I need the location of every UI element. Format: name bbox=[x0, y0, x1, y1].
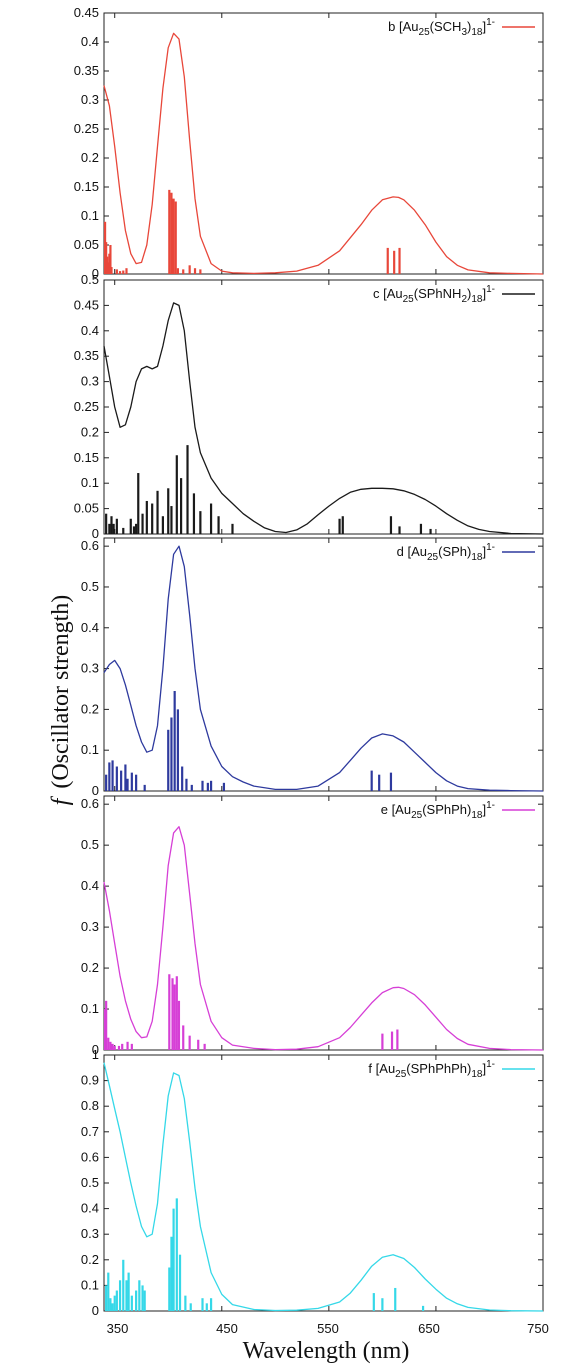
chart-panels: 0 0.05 0.1 0.15 0.2 0.25 0.3 0.35 0.4 0.45 b [Au25… bbox=[74, 5, 544, 1318]
y-tick-label: 0.35 bbox=[74, 348, 99, 363]
legend-c: c [Au25(SPhNH2)18]1- bbox=[373, 284, 535, 305]
y-tick-label: 0.5 bbox=[81, 579, 99, 594]
y-tick-label: 0.3 bbox=[81, 92, 99, 107]
y-tick-label: 0.15 bbox=[74, 179, 99, 194]
stick-series bbox=[105, 1198, 425, 1311]
y-tick-label: 0.5 bbox=[81, 837, 99, 852]
y-tick-label: 0.2 bbox=[81, 701, 99, 716]
stick-series bbox=[103, 974, 399, 1050]
y-axis-title: f (Oscillator strength) bbox=[48, 595, 74, 806]
panel-frame bbox=[103, 795, 544, 1051]
legend-d: d [Au25(SPh)18]1- bbox=[397, 542, 535, 563]
legend-label: f [Au25(SPhPhPh)18]1- bbox=[368, 1059, 495, 1080]
y-tick-label: 0.05 bbox=[74, 501, 99, 516]
y-tick-label: 0.1 bbox=[81, 1001, 99, 1016]
y-tick-label: 0.4 bbox=[81, 323, 99, 338]
spectrum-curve bbox=[103, 545, 544, 792]
x-tick-label: 550 bbox=[317, 1321, 339, 1336]
y-tick-label: 0.25 bbox=[74, 121, 99, 136]
y-tick-label: 0 bbox=[92, 783, 99, 798]
y-tick-label: 0 bbox=[92, 1042, 99, 1057]
y-tick-label: 0.2 bbox=[81, 1252, 99, 1267]
legend-e: e [Au25(SPhPh)18]1- bbox=[381, 800, 535, 821]
panel-d: 0 0.1 0.2 0.3 0.4 0.5 0.6 d [Au25(SPh)18]1- bbox=[81, 537, 544, 798]
y-tick-label: 0.9 bbox=[81, 1073, 99, 1088]
y-tick-label: 0.35 bbox=[74, 63, 99, 78]
spectrum-curve bbox=[103, 32, 544, 275]
x-tick-label: 450 bbox=[216, 1321, 238, 1336]
stick-series bbox=[103, 189, 401, 274]
panel-f: 0 0.1 0.2 0.3 0.4 0.5 0.6 0.7 0.8 0.9 1 f [Au25(SPh… bbox=[81, 1047, 544, 1318]
legend-label: d [Au25(SPh)18]1- bbox=[397, 542, 495, 563]
panel-frame bbox=[103, 279, 544, 535]
y-tick-label: 0.1 bbox=[81, 1277, 99, 1292]
panel-b: 0 0.05 0.1 0.15 0.2 0.25 0.3 0.35 0.4 0.45 b [Au25… bbox=[74, 5, 544, 281]
y-tick-label: 0.4 bbox=[81, 34, 99, 49]
legend-label: c [Au25(SPhNH2)18]1- bbox=[373, 284, 495, 305]
y-tick-label: 0.3 bbox=[81, 661, 99, 676]
y-tick-label: 0.1 bbox=[81, 208, 99, 223]
y-tick-label: 0.7 bbox=[81, 1124, 99, 1139]
y-tick-label: 1 bbox=[92, 1047, 99, 1062]
y-tick-label: 0.45 bbox=[74, 297, 99, 312]
x-tick-label: 750 bbox=[527, 1321, 549, 1336]
legend-f: f [Au25(SPhPhPh)18]1- bbox=[368, 1059, 535, 1080]
y-tick-label: 0.1 bbox=[81, 475, 99, 490]
legend-b: b [Au25(SCH3)18]1- bbox=[388, 17, 535, 38]
y-tick-label: 0.2 bbox=[81, 424, 99, 439]
y-tick-label: 0.6 bbox=[81, 1149, 99, 1164]
y-axis-title-f: f bbox=[48, 795, 74, 805]
svg-text:f (Oscillator strength): f (Oscillator strength) bbox=[48, 595, 74, 806]
legend-label: b [Au25(SCH3)18]1- bbox=[388, 17, 495, 38]
x-tick-label: 350 bbox=[107, 1321, 129, 1336]
panel-c: 0 0.05 0.1 0.15 0.2 0.25 0.3 0.35 0.4 0.45 0.5 c [A… bbox=[74, 272, 544, 541]
y-tick-label: 0 bbox=[92, 526, 99, 541]
y-axis-title-rest: (Oscillator strength) bbox=[48, 595, 74, 789]
legend-label: e [Au25(SPhPh)18]1- bbox=[381, 800, 495, 821]
x-tick-label: 650 bbox=[418, 1321, 440, 1336]
y-tick-label: 0.4 bbox=[81, 1201, 99, 1216]
y-tick-label: 0.2 bbox=[81, 960, 99, 975]
y-tick-label: 0.45 bbox=[74, 5, 99, 20]
y-tick-label: 0.6 bbox=[81, 538, 99, 553]
y-tick-label: 0 bbox=[92, 266, 99, 281]
y-tick-label: 0.3 bbox=[81, 919, 99, 934]
y-tick-label: 0.4 bbox=[81, 620, 99, 635]
panel-frame bbox=[103, 12, 544, 275]
y-tick-label: 0.2 bbox=[81, 150, 99, 165]
spectrum-curve bbox=[103, 1062, 544, 1312]
x-axis-tick-labels: 350 450 550 650 750 bbox=[107, 1321, 549, 1336]
y-tick-label: 0.1 bbox=[81, 742, 99, 757]
y-tick-label: 0.6 bbox=[81, 796, 99, 811]
y-tick-label: 0.3 bbox=[81, 1226, 99, 1241]
spectrum-curve bbox=[103, 826, 544, 1051]
y-tick-label: 0.15 bbox=[74, 450, 99, 465]
y-tick-label: 0.5 bbox=[81, 272, 99, 287]
spectrum-curve bbox=[103, 302, 544, 535]
y-tick-label: 0 bbox=[92, 1303, 99, 1318]
x-axis-title: Wavelength (nm) bbox=[243, 1338, 410, 1364]
panel-e: 0 0.1 0.2 0.3 0.4 0.5 0.6 e [Au25(SPhPh)18]1- bbox=[81, 795, 544, 1057]
y-tick-label: 0.5 bbox=[81, 1175, 99, 1190]
y-tick-label: 0.4 bbox=[81, 878, 99, 893]
y-tick-label: 0.3 bbox=[81, 374, 99, 389]
y-tick-label: 0.8 bbox=[81, 1098, 99, 1113]
y-tick-label: 0.25 bbox=[74, 399, 99, 414]
panel-frame bbox=[103, 537, 544, 792]
stick-series bbox=[105, 445, 432, 534]
y-tick-label: 0.05 bbox=[74, 237, 99, 252]
stick-series bbox=[105, 691, 393, 791]
